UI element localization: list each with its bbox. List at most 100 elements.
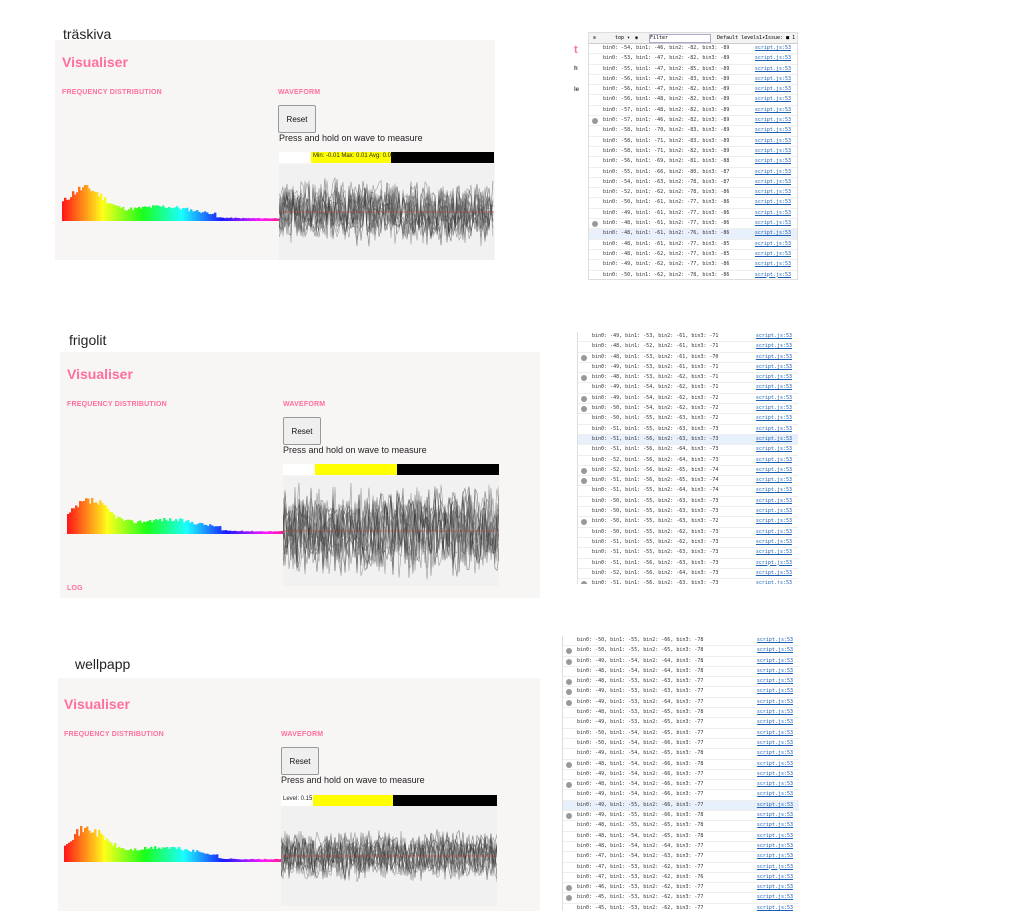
eye-icon[interactable]: ◉ [635,35,639,41]
source-link[interactable]: script.js:53 [756,698,793,705]
source-link[interactable]: script.js:53 [755,466,792,473]
source-link[interactable]: script.js:53 [756,657,793,664]
source-link[interactable]: script.js:53 [754,106,791,113]
source-link[interactable]: script.js:53 [756,842,793,849]
spectrum-bar [243,531,246,534]
source-link[interactable]: script.js:53 [756,863,793,870]
source-link[interactable]: script.js:53 [755,477,792,484]
repeat-count-badge [581,581,587,584]
source-link[interactable]: script.js:53 [756,832,793,839]
source-link[interactable]: script.js:53 [756,884,793,891]
source-link[interactable]: script.js:53 [755,559,792,566]
source-link[interactable]: script.js:53 [754,127,791,134]
reset-button-2[interactable]: Reset [283,417,321,445]
source-link[interactable]: script.js:53 [756,822,793,829]
source-link[interactable]: script.js:53 [754,220,791,227]
waveform-canvas-1[interactable] [279,164,494,260]
source-link[interactable]: script.js:53 [754,178,791,185]
source-link[interactable]: script.js:53 [755,343,792,350]
source-link[interactable]: script.js:53 [756,812,793,819]
source-link[interactable]: script.js:53 [755,497,792,504]
source-link[interactable]: script.js:53 [756,873,793,880]
source-link[interactable]: script.js:53 [754,45,791,51]
console-clear-icon[interactable]: ⊘ [593,35,597,41]
source-link[interactable]: script.js:53 [754,271,791,278]
source-link[interactable]: script.js:53 [754,261,791,268]
source-link[interactable]: script.js:53 [754,158,791,165]
console-log-row: bin0: -51, bin1: -55, bin2: -64, bin3: -… [578,486,798,497]
source-link[interactable]: script.js:53 [755,405,792,412]
source-link[interactable]: script.js:53 [756,719,793,726]
source-link[interactable]: script.js:53 [755,374,792,381]
source-link[interactable]: script.js:53 [755,518,792,525]
source-link[interactable]: script.js:53 [754,117,791,124]
source-link[interactable]: script.js:53 [756,750,793,757]
spectrum-bar [196,850,199,862]
source-link[interactable]: script.js:53 [756,647,793,654]
source-link[interactable]: script.js:53 [755,446,792,453]
source-link[interactable]: script.js:53 [755,363,792,370]
source-link[interactable]: script.js:53 [756,709,793,716]
source-link[interactable]: script.js:53 [755,435,792,442]
source-link[interactable]: script.js:53 [756,739,793,746]
filter-input[interactable]: Filter [649,34,711,43]
waveform-canvas-2[interactable] [283,476,499,586]
spectrum-bar [272,218,275,221]
reset-button-1[interactable]: Reset [278,105,316,133]
source-link[interactable]: script.js:53 [755,425,792,432]
source-link[interactable]: script.js:53 [756,667,793,674]
source-link[interactable]: script.js:53 [755,508,792,515]
source-link[interactable]: script.js:53 [756,678,793,685]
source-link[interactable]: script.js:53 [755,456,792,463]
source-link[interactable]: script.js:53 [756,853,793,860]
source-link[interactable]: script.js:53 [754,230,791,237]
console-message: bin0: -57, bin1: -46, bin2: -82, bin3: -… [603,117,730,124]
source-link[interactable]: script.js:53 [755,569,792,576]
source-link[interactable]: script.js:53 [754,168,791,175]
source-link[interactable]: script.js:53 [756,637,793,643]
source-link[interactable]: script.js:53 [756,770,793,777]
source-link[interactable]: script.js:53 [754,75,791,82]
source-link[interactable]: script.js:53 [754,55,791,62]
source-link[interactable]: script.js:53 [754,147,791,154]
spectrum-bar [240,859,243,862]
source-link[interactable]: script.js:53 [755,415,792,422]
source-link[interactable]: script.js:53 [754,86,791,93]
source-link[interactable]: script.js:53 [754,137,791,144]
source-link[interactable]: script.js:53 [754,199,791,206]
context-select[interactable]: top ▾ [615,35,631,41]
source-link[interactable]: script.js:53 [755,394,792,401]
source-link[interactable]: script.js:53 [755,353,792,360]
source-link[interactable]: script.js:53 [754,209,791,216]
console-log-row: bin0: -51, bin1: -55, bin2: -63, bin3: -… [578,425,798,435]
reset-button-3[interactable]: Reset [281,747,319,775]
spectrum-bar [208,854,211,862]
source-link[interactable]: script.js:53 [756,760,793,767]
spectrum-bar [172,207,175,221]
source-link[interactable]: script.js:53 [754,96,791,103]
waveform-canvas-3[interactable] [281,806,497,906]
source-link[interactable]: script.js:53 [756,688,793,695]
source-link[interactable]: script.js:53 [756,729,793,736]
source-link[interactable]: script.js:53 [756,791,793,798]
spectrum-bar [113,514,116,534]
source-link[interactable]: script.js:53 [756,904,793,911]
source-link[interactable]: script.js:53 [754,250,791,257]
source-link[interactable]: script.js:53 [755,487,792,494]
source-link[interactable]: script.js:53 [756,781,793,788]
spectrum-bar [168,206,171,221]
source-link[interactable]: script.js:53 [755,333,792,339]
source-link[interactable]: script.js:53 [755,528,792,535]
source-link[interactable]: script.js:53 [755,538,792,545]
source-link[interactable]: script.js:53 [754,189,791,196]
source-link[interactable]: script.js:53 [756,894,793,901]
source-link[interactable]: script.js:53 [754,65,791,72]
source-link[interactable]: script.js:53 [755,384,792,391]
source-link[interactable]: script.js:53 [756,801,793,808]
source-link[interactable]: script.js:53 [754,240,791,247]
spectrum-bar [199,522,202,534]
issues-button[interactable]: 1 Issue: ■ 1 [759,35,796,41]
source-link[interactable]: script.js:53 [755,549,792,556]
source-link[interactable]: script.js:53 [755,580,792,584]
levels-select[interactable]: Default levels ▾ [717,35,766,41]
